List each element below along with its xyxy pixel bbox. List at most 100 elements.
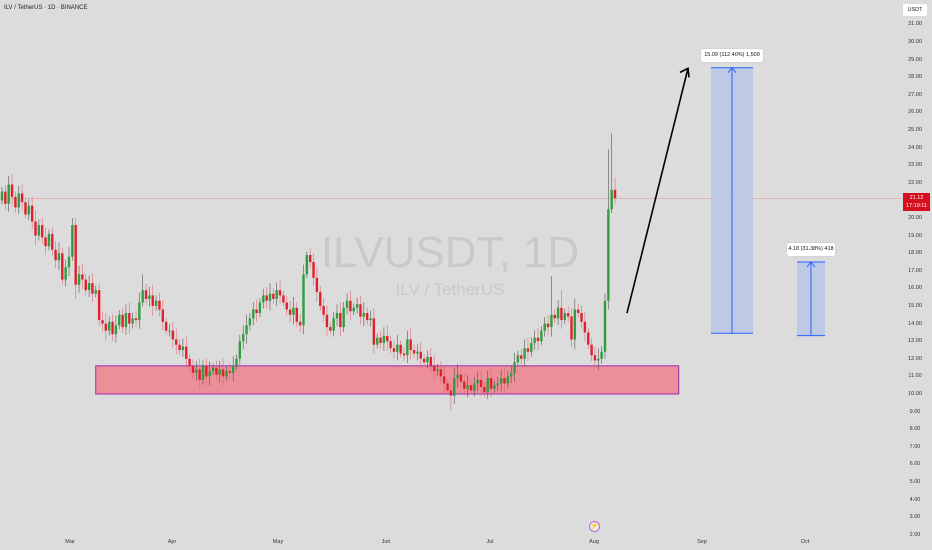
candle-body — [486, 378, 489, 393]
time-tick: Oct — [800, 539, 810, 545]
candle-body — [459, 374, 463, 382]
candle-body — [124, 313, 128, 328]
candle-body — [87, 283, 91, 291]
projection-arrow[interactable] — [626, 68, 689, 314]
candle-body — [181, 346, 185, 350]
candle-body — [208, 371, 211, 377]
candle-body — [563, 313, 566, 321]
measure-label-1: 15.09 (112.40%) 1,509 — [701, 48, 763, 62]
candle-body — [81, 274, 84, 280]
candle-body — [479, 379, 483, 387]
candle-body — [546, 323, 550, 328]
price-tick: 25.00 — [908, 127, 922, 133]
candle-body — [533, 337, 536, 343]
current-price-label: 21.12 17:19:11 — [903, 193, 930, 211]
candle-body — [14, 196, 17, 208]
candle-body — [121, 314, 124, 328]
candle-body — [27, 205, 30, 215]
candle-body — [94, 290, 97, 294]
time-tick: Aug — [589, 539, 599, 545]
candle-body — [288, 309, 292, 315]
candle-body — [101, 320, 104, 324]
time-tick: May — [272, 539, 284, 545]
candle-body — [24, 202, 27, 215]
candle-body — [422, 358, 426, 363]
candle-body — [4, 191, 7, 204]
candle-body — [275, 290, 278, 299]
time-tick: Sep — [697, 539, 707, 545]
price-tick: 28.00 — [908, 74, 922, 81]
candle-body — [590, 344, 593, 356]
candle-body — [292, 307, 295, 315]
candle-body — [114, 325, 118, 335]
candle-body — [449, 390, 453, 396]
candle-body — [389, 341, 392, 349]
price-tick: 4.00 — [909, 496, 921, 503]
candle-body — [473, 383, 476, 391]
candle-body — [104, 323, 108, 331]
candle-body — [329, 327, 332, 331]
candle-body — [151, 295, 154, 306]
candle-body — [0, 191, 4, 201]
candle-body — [369, 318, 372, 321]
candle-body — [476, 379, 479, 384]
price-tick: 6.00 — [909, 461, 921, 468]
candle-body — [432, 365, 436, 372]
candle-body — [61, 253, 64, 280]
candle-body — [379, 337, 382, 343]
candle-body — [376, 337, 379, 345]
price-tick: 15.00 — [908, 303, 922, 309]
candle-body — [439, 369, 443, 377]
candle-body — [603, 300, 607, 352]
candle-body — [41, 225, 44, 238]
candle-body — [409, 339, 412, 350]
currency-unit-button[interactable]: USDT — [903, 4, 927, 16]
lightning-event-icon[interactable]: ⚡ — [589, 521, 600, 532]
candle-body — [597, 358, 600, 361]
candle-body — [362, 313, 365, 317]
candle-body — [218, 369, 221, 375]
price-tick: 7.00 — [909, 443, 921, 450]
candle-body — [496, 383, 499, 386]
candle-body — [201, 365, 205, 380]
candle-body — [573, 309, 577, 340]
candle-body — [372, 318, 376, 345]
candle-body — [154, 300, 158, 306]
candle-body — [108, 321, 111, 331]
price-tick: 24.00 — [908, 144, 922, 151]
candle-body — [302, 274, 305, 326]
candle-body — [543, 323, 546, 331]
candle-body — [365, 313, 369, 321]
candle-body — [178, 344, 181, 350]
candle-body — [205, 365, 208, 377]
candle-body — [345, 300, 349, 308]
candle-body — [255, 309, 258, 314]
candle-body — [175, 339, 178, 345]
candle-body — [141, 290, 144, 303]
candle-body — [349, 300, 352, 312]
support-zone[interactable] — [95, 365, 680, 395]
candle-body — [355, 304, 359, 308]
candle-body — [34, 221, 37, 236]
candle-body — [392, 348, 396, 352]
candle-body — [446, 383, 449, 391]
candle-body — [483, 386, 486, 393]
candles — [0, 133, 617, 410]
candle-body — [506, 376, 510, 384]
candle-body — [583, 321, 587, 333]
candle-body — [510, 372, 513, 377]
price-tick: 20.00 — [908, 215, 922, 221]
candle-body — [453, 378, 456, 396]
candle-body — [252, 309, 255, 319]
candle-body — [305, 254, 309, 275]
candle-body — [469, 385, 473, 391]
candle-body — [560, 307, 563, 321]
price-tick: 18.00 — [908, 250, 922, 257]
candle-body — [238, 341, 242, 359]
candle-body — [97, 290, 101, 321]
candle-body — [332, 318, 335, 331]
candle-body — [463, 381, 466, 389]
candle-body — [185, 346, 188, 359]
price-tick: 9.00 — [909, 408, 921, 415]
